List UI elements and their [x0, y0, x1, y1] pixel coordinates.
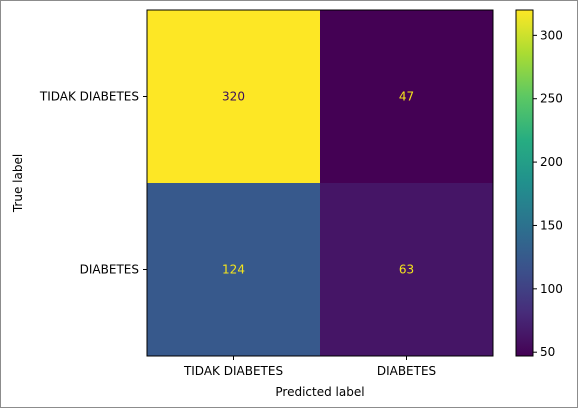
colorbar-gradient	[515, 9, 534, 357]
cell-value-label: 63	[399, 263, 414, 277]
x-axis-label: Predicted label	[275, 385, 364, 399]
heatmap-cells: 320 47 124 63	[147, 10, 493, 356]
y-axis-label: True label	[11, 154, 25, 213]
heatmap-cell	[147, 10, 320, 183]
x-tick-label: TIDAK DIABETES	[183, 364, 283, 378]
cell-value-label: 124	[222, 263, 245, 277]
colorbar-tick-label: 200	[540, 155, 563, 169]
x-tick-label: DIABETES	[377, 364, 436, 378]
cell-value-label: 320	[222, 90, 245, 104]
colorbar-tick-label: 250	[540, 92, 563, 106]
plot-border	[146, 9, 494, 357]
heatmap-cell	[320, 10, 493, 183]
heatmap-cell	[320, 183, 493, 356]
y-tick-label: DIABETES	[80, 263, 139, 277]
colorbar: 50 100 150 200 250 300	[515, 9, 563, 359]
heatmap-cell	[147, 183, 320, 356]
colorbar-tick-label: 150	[540, 218, 563, 232]
cell-value-label: 47	[399, 90, 414, 104]
colorbar-tick-label: 300	[540, 28, 563, 42]
y-axis-ticks: TIDAK DIABETES DIABETES	[39, 90, 147, 277]
colorbar-tick-label: 100	[540, 282, 563, 296]
colorbar-tick-label: 50	[540, 345, 555, 359]
x-axis-ticks: TIDAK DIABETES DIABETES	[183, 356, 436, 378]
y-tick-label: TIDAK DIABETES	[39, 90, 139, 104]
